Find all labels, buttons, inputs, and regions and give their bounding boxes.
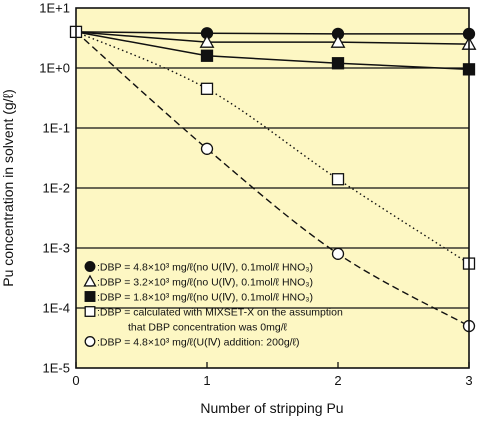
legend-entry-continued: that DBP concentration was 0mg/ℓ: [128, 322, 288, 334]
legend-entry: :DBP = 3.2×10³ mg/ℓ(no U(Ⅳ), 0.1mol/ℓ HN…: [97, 277, 313, 289]
data-point: [84, 336, 96, 347]
x-tick-label: 2: [334, 373, 341, 388]
y-axis-ticks: 1E-5 1E-4 1E-3 1E-2 1E-1 1E+0 1E+1: [39, 1, 70, 376]
data-point: [200, 142, 214, 155]
legend-entry: :DBP = calculated with MIXSET-X on the a…: [97, 307, 343, 319]
data-point: [331, 57, 345, 70]
y-axis-title: Pu concentration in solvent (g/ℓ): [0, 89, 16, 287]
x-axis-title: Number of stripping Pu: [200, 400, 343, 416]
legend-entry: :DBP = 4.8×10³ mg/ℓ(no U(Ⅳ), 0.1mol/ℓ HN…: [97, 262, 313, 274]
y-tick-label: 1E-5: [43, 361, 70, 376]
series-line: [75, 31, 470, 327]
legend: :DBP = 4.8×10³ mg/ℓ(no U(Ⅳ), 0.1mol/ℓ HN…: [83, 261, 343, 349]
x-tick-label: 3: [465, 373, 472, 388]
data-point: [200, 49, 214, 62]
y-tick-label: 1E+0: [39, 61, 70, 76]
y-tick-label: 1E-3: [43, 241, 70, 256]
y-tick-label: 1E-2: [43, 181, 70, 196]
data-point: [330, 34, 346, 48]
x-tick-label: 1: [203, 373, 210, 388]
data-point: [84, 291, 96, 302]
data-point: [84, 261, 96, 272]
series-line: [75, 31, 469, 35]
series-line: [75, 31, 470, 265]
legend-entry: :DBP = 4.8×10³ mg/ℓ(U(Ⅳ) addition: 200g/…: [97, 337, 299, 349]
grid-lines: [76, 67, 469, 309]
data-point: [199, 34, 215, 48]
series-line: [75, 31, 470, 71]
data-point: [200, 82, 214, 95]
y-tick-label: 1E-1: [43, 121, 70, 136]
plot-frame: [75, 7, 470, 369]
series-line: [75, 31, 470, 45]
data-point: [83, 274, 97, 287]
x-axis-ticks: 0 1 2 3: [72, 362, 473, 388]
legend-entry: :DBP = 1.8×10³ mg/ℓ(no U(Ⅳ), 0.1mol/ℓ HN…: [97, 292, 313, 304]
series-lines: [75, 31, 470, 327]
y-tick-label: 1E+1: [39, 1, 70, 16]
x-tick-label: 0: [72, 373, 79, 388]
data-point: [84, 306, 96, 317]
data-point: [331, 173, 345, 186]
data-point: [331, 247, 345, 260]
y-tick-label: 1E-4: [43, 301, 70, 316]
